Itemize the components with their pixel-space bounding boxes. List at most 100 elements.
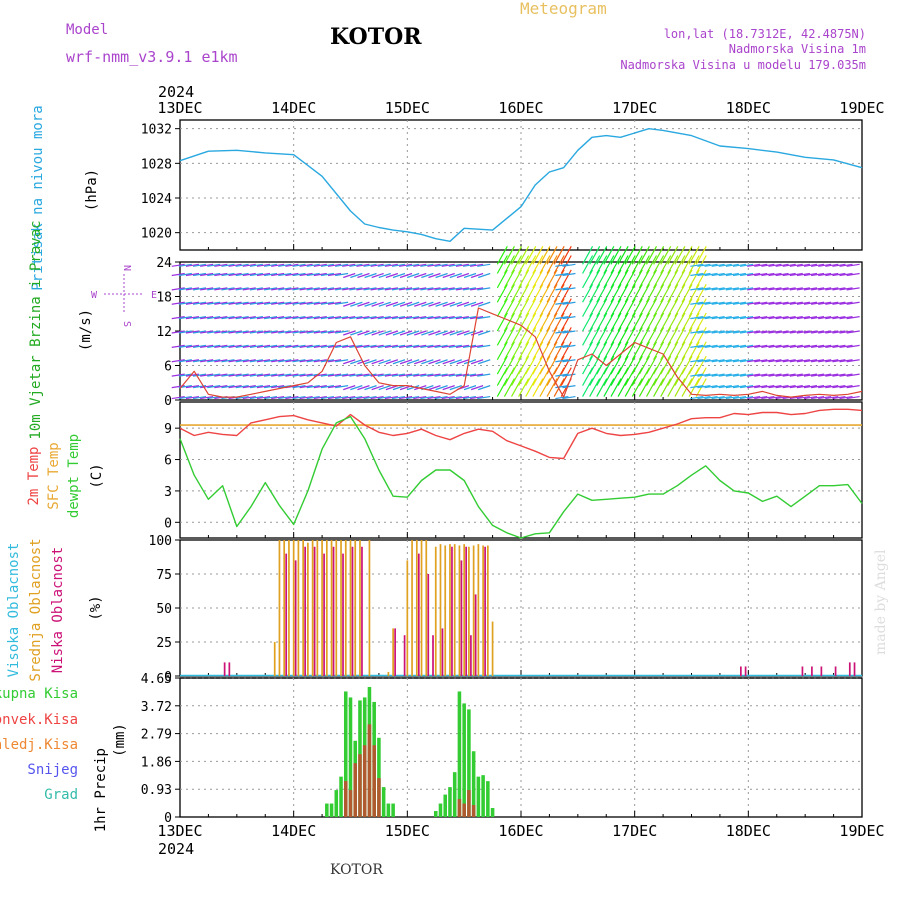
wind-arrow: [335, 395, 349, 400]
wind-arrow: [414, 330, 427, 336]
wind-arrow: [370, 344, 384, 348]
wind-arrow: [496, 255, 508, 274]
wind-arrow: [364, 385, 377, 391]
wind-arrow: [249, 359, 263, 363]
wind-arrow: [356, 287, 370, 291]
wind-arrow: [846, 359, 860, 363]
wind-arrow: [782, 301, 796, 305]
wind-arrow: [435, 301, 448, 307]
wind-arrow: [645, 378, 658, 397]
wind-arrow: [363, 373, 377, 377]
wind-arrow: [811, 316, 825, 320]
wind-arrow: [789, 301, 803, 305]
wind-arrow: [503, 367, 515, 386]
wind-arrow: [539, 327, 551, 346]
wind-arrow: [377, 316, 391, 320]
wind-arrow: [370, 395, 384, 400]
wind-arrow: [617, 269, 629, 289]
total-precip-bar: [381, 787, 386, 817]
wind-arrow: [278, 316, 292, 320]
wind-arrow: [398, 316, 413, 320]
wind-arrow: [674, 312, 686, 332]
wind-arrow: [825, 330, 839, 334]
conv-precip-bar: [367, 724, 372, 817]
wind-arrow: [596, 255, 608, 274]
wind-arrow: [299, 330, 313, 334]
wind-arrow: [378, 385, 391, 391]
wind-arrow: [384, 395, 398, 400]
wind-arrow: [539, 341, 551, 361]
wind-arrow: [674, 355, 686, 375]
wind-arrow: [818, 395, 832, 400]
wind-arrow: [697, 344, 711, 348]
wind-arrow: [825, 316, 839, 320]
wind-arrow: [263, 287, 278, 291]
wind-arrow: [278, 359, 292, 363]
wind-arrow: [313, 385, 327, 389]
wind-arrow: [747, 301, 761, 305]
wind-arrow: [818, 385, 832, 389]
wind-arrow: [645, 246, 658, 265]
wind-arrow: [320, 373, 335, 377]
wind-arrow: [562, 287, 576, 291]
wind-arrow: [470, 359, 484, 365]
wind-arrow: [200, 395, 214, 400]
wind-arrow: [832, 272, 846, 277]
wind-arrow: [377, 287, 391, 291]
wind-arrow: [546, 341, 558, 361]
wind-arrow: [603, 298, 615, 317]
wind-arrow: [349, 263, 363, 267]
compass-e: E: [151, 290, 157, 301]
temperature-panel: 2m Temp SFC Temp dewpt Temp (C) 0 3 6 9: [26, 401, 863, 539]
wind-arrow: [214, 263, 228, 267]
wind-arrow: [803, 385, 818, 389]
wind-arrow: [306, 330, 320, 334]
wind-arrow: [839, 287, 853, 291]
wind-arrow: [420, 263, 434, 267]
wind-arrow: [697, 263, 711, 267]
wind-arrow: [406, 263, 420, 267]
wind-arrow: [690, 272, 704, 277]
wind-arrow: [739, 344, 754, 348]
wind-arrow: [518, 255, 530, 274]
wind-arrow: [596, 269, 608, 289]
wind-arrow: [667, 312, 679, 332]
conv-precip-bar: [471, 805, 476, 817]
precip-legend-item: Ukupna Kisa: [0, 686, 78, 702]
footer-station: KOTOR: [330, 862, 383, 878]
wind-arrow: [697, 385, 711, 389]
wind-arrow: [725, 385, 739, 389]
wind-arrow: [455, 395, 469, 400]
wind-arrow: [299, 385, 313, 389]
wind-arrow: [357, 385, 370, 391]
wind-arrow: [335, 330, 349, 334]
wind-arrow: [335, 316, 349, 320]
precip-legend: Ukupna Kisa Konvek.Kisa Zaledj.Kisa Snijeg G…: [0, 686, 78, 803]
wind-arrow: [697, 301, 711, 305]
wind-arrow: [503, 255, 515, 274]
wind-arrow: [796, 359, 810, 363]
wind-arrow: [803, 272, 818, 277]
wind-arrow: [413, 316, 427, 320]
wind-arrow: [562, 301, 576, 305]
wind-arrow: [392, 330, 406, 336]
wind-arrow: [420, 395, 434, 400]
wind-arrow: [335, 373, 349, 377]
wind-arrow: [256, 272, 271, 277]
wind-arrow: [320, 301, 335, 305]
wind-arrow: [371, 385, 384, 391]
wind-arrow: [725, 373, 739, 377]
wind-arrow: [789, 344, 803, 348]
wind-arrow: [343, 359, 356, 365]
wind-arrow: [818, 263, 832, 267]
wind-arrow: [185, 263, 200, 267]
wind-ytick-label: 6: [164, 360, 172, 375]
cloud-ytick-label: 75: [156, 568, 172, 583]
wind-arrow: [562, 330, 576, 334]
wind-arrow: [228, 330, 242, 334]
wind-arrow: [456, 301, 470, 307]
wind-arrow: [385, 301, 399, 307]
wind-arrow: [335, 359, 349, 363]
wind-arrow: [221, 301, 235, 305]
wind-arrow: [596, 355, 608, 375]
